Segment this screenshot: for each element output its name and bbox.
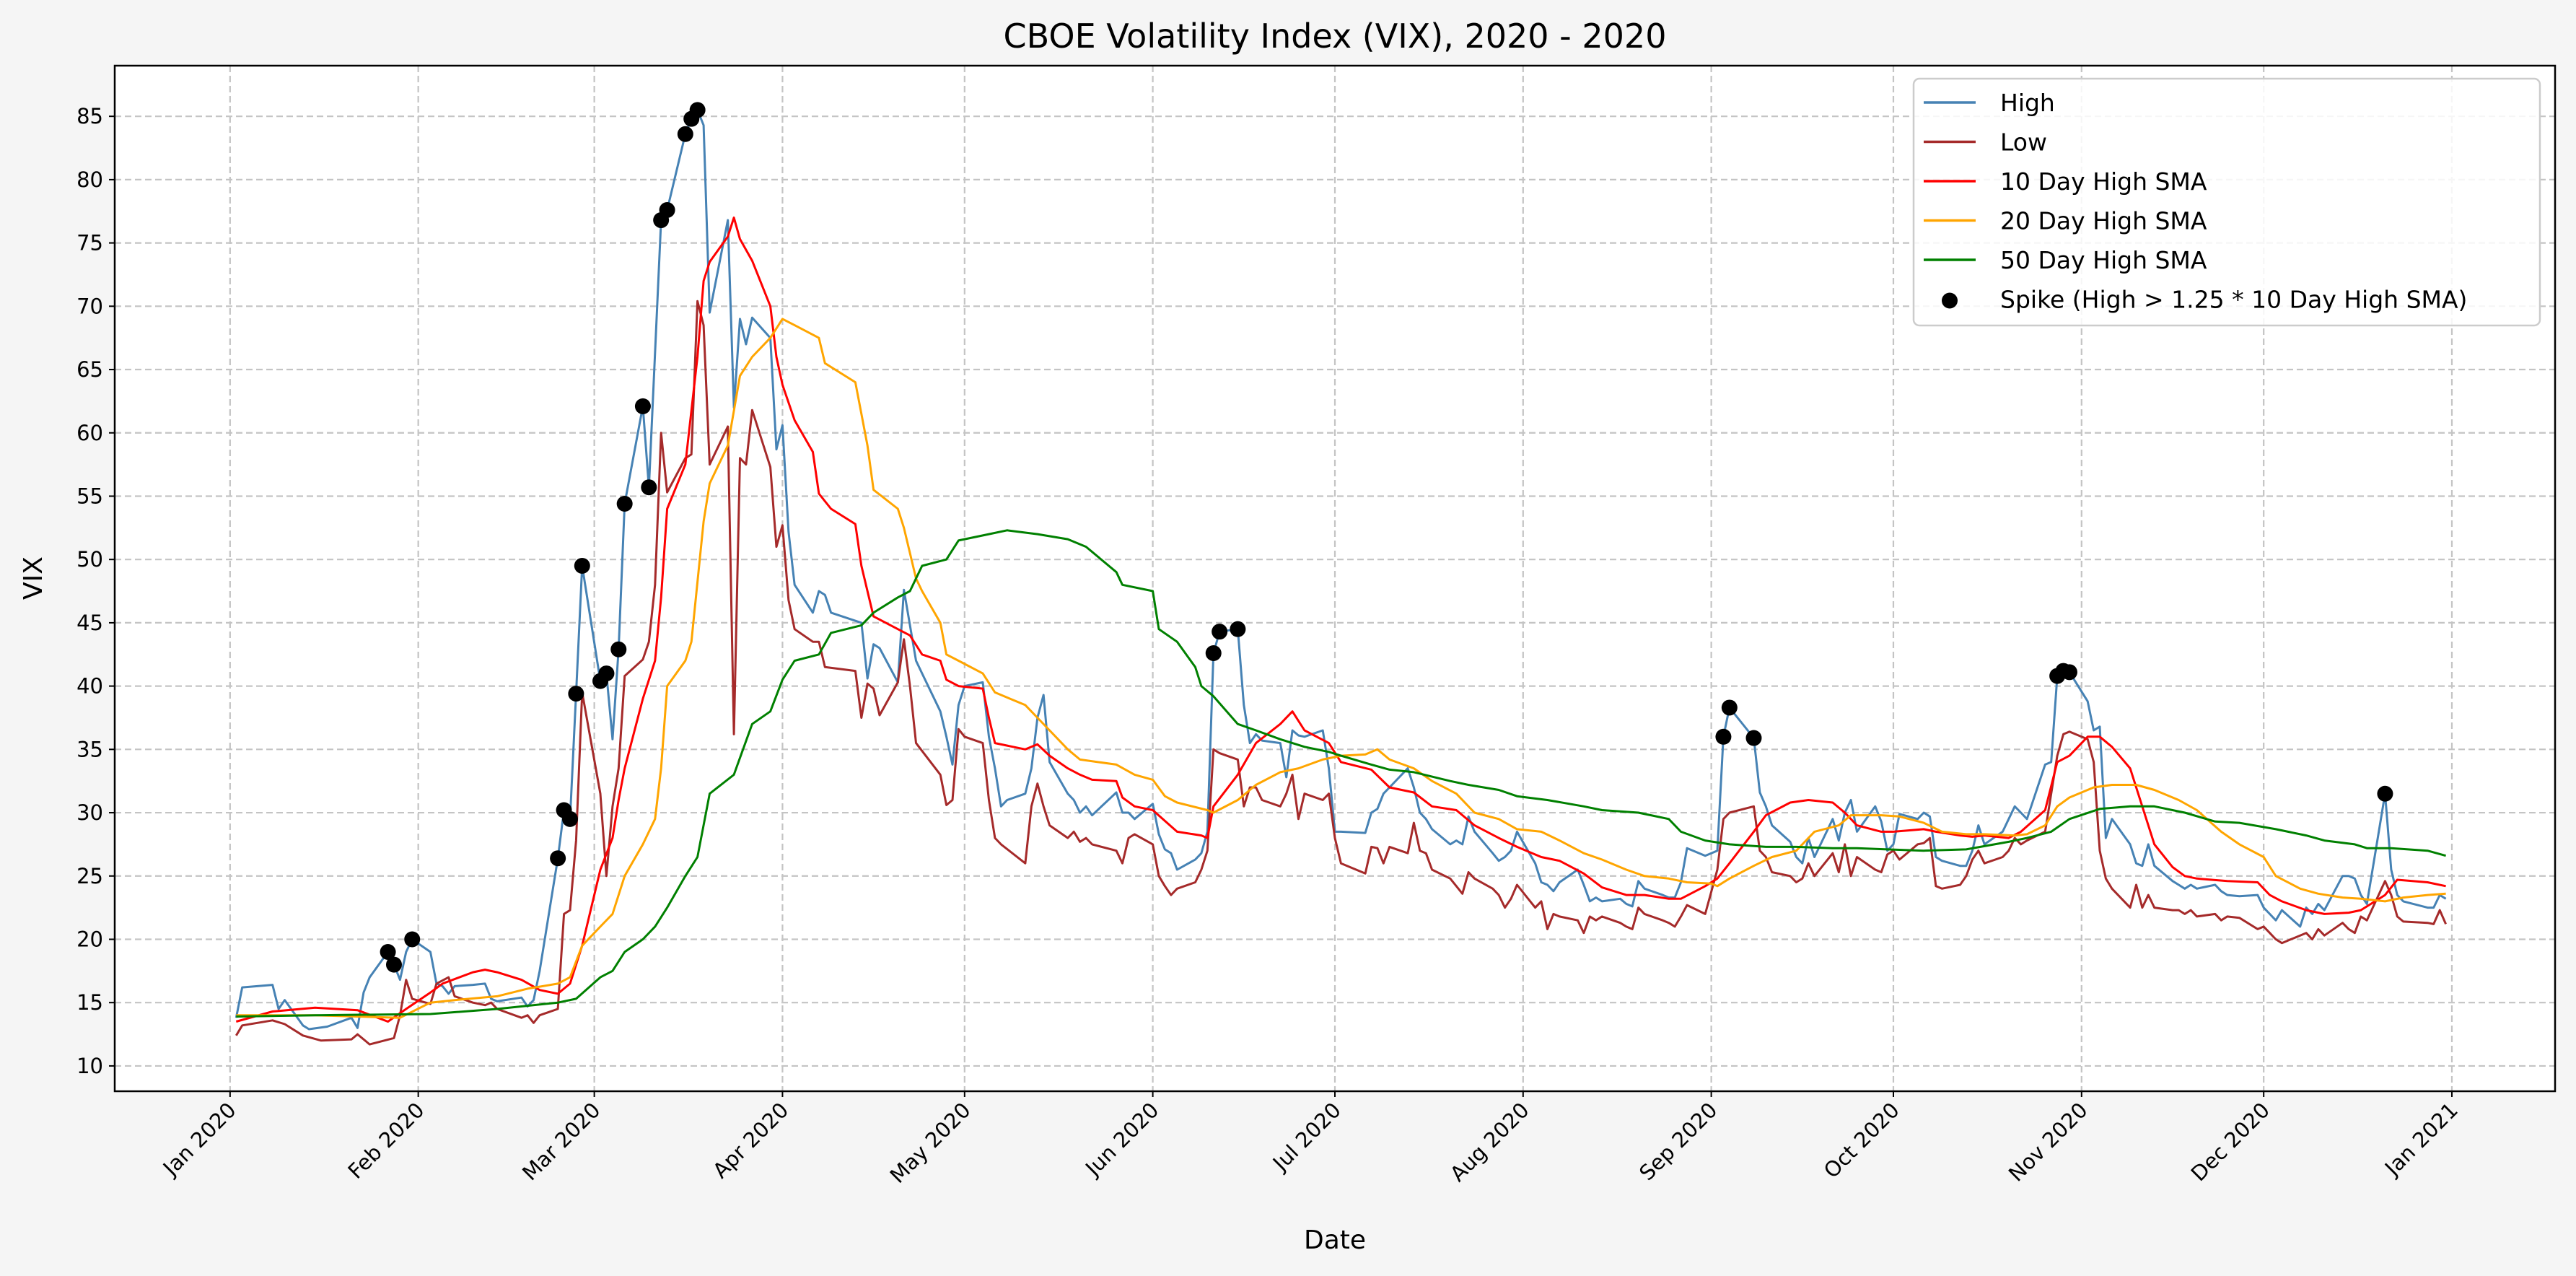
spike-point	[1745, 730, 1762, 746]
legend-label: 50 Day High SMA	[2000, 246, 2207, 274]
y-axis-ticks: 10 15 20 25 30 35 40 45 50 55 60 65 70 75 80 85	[76, 104, 115, 1078]
series-lines	[235, 108, 2447, 1046]
y-tick-label: 15	[76, 990, 103, 1015]
spike-point	[634, 398, 651, 414]
chart-title: CBOE Volatility Index (VIX), 2020 - 2020	[1004, 17, 1667, 56]
y-tick-label: 80	[76, 167, 103, 192]
spike-point	[641, 479, 657, 496]
y-tick-label: 35	[76, 737, 103, 761]
spike-point	[380, 944, 396, 961]
series-line-10-day-high-sma	[235, 217, 2446, 1023]
spike-point	[385, 956, 402, 973]
y-tick-label: 70	[76, 294, 103, 318]
spike-point	[1721, 699, 1738, 716]
spike-point	[550, 850, 566, 867]
series-line-low	[235, 300, 2447, 1046]
spike-point	[659, 201, 675, 218]
y-tick-label: 30	[76, 800, 103, 825]
legend-swatch-dot	[1942, 292, 1958, 309]
y-tick-label: 65	[76, 357, 103, 382]
spike-point	[1212, 624, 1228, 640]
y-tick-label: 20	[76, 927, 103, 951]
legend-label: Spike (High > 1.25 * 10 Day High SMA)	[2000, 286, 2467, 314]
spike-point	[2377, 785, 2393, 802]
spike-point	[568, 686, 584, 702]
series-line-50-day-high-sma	[236, 529, 2446, 1018]
spike-point	[616, 495, 633, 512]
spike-point	[610, 641, 627, 657]
y-tick-label: 50	[76, 547, 103, 572]
y-tick-label: 55	[76, 484, 103, 508]
legend-label: 10 Day High SMA	[2000, 167, 2207, 196]
y-tick-label: 10	[76, 1054, 103, 1078]
legend: High Low 10 Day High SMA 20 Day High SMA 50 …	[1912, 77, 2541, 327]
legend-label: 20 Day High SMA	[2000, 207, 2207, 235]
y-tick-label: 40	[76, 674, 103, 699]
legend-label: Low	[2000, 128, 2047, 157]
legend-label: High	[2000, 89, 2055, 117]
spike-point	[1230, 621, 1246, 637]
legend-box	[1912, 77, 2541, 327]
y-tick-label: 45	[76, 611, 103, 635]
series-line-20-day-high-sma	[236, 318, 2446, 1019]
spike-point	[2061, 664, 2077, 681]
spike-markers	[380, 102, 2393, 973]
spike-point	[1205, 645, 1222, 662]
y-tick-label: 75	[76, 231, 103, 255]
spike-point	[561, 810, 578, 827]
y-tick-label: 85	[76, 104, 103, 128]
x-axis-label: Date	[1304, 1225, 1366, 1255]
spike-point	[574, 557, 590, 574]
spike-point	[677, 126, 693, 142]
spike-point	[404, 931, 421, 948]
spike-point	[689, 102, 706, 118]
spike-point	[1715, 728, 1732, 745]
y-axis-label: VIX	[19, 556, 48, 600]
y-tick-label: 25	[76, 864, 103, 888]
y-tick-label: 60	[76, 421, 103, 445]
spike-point	[598, 665, 615, 682]
series-line-high	[235, 108, 2447, 1031]
